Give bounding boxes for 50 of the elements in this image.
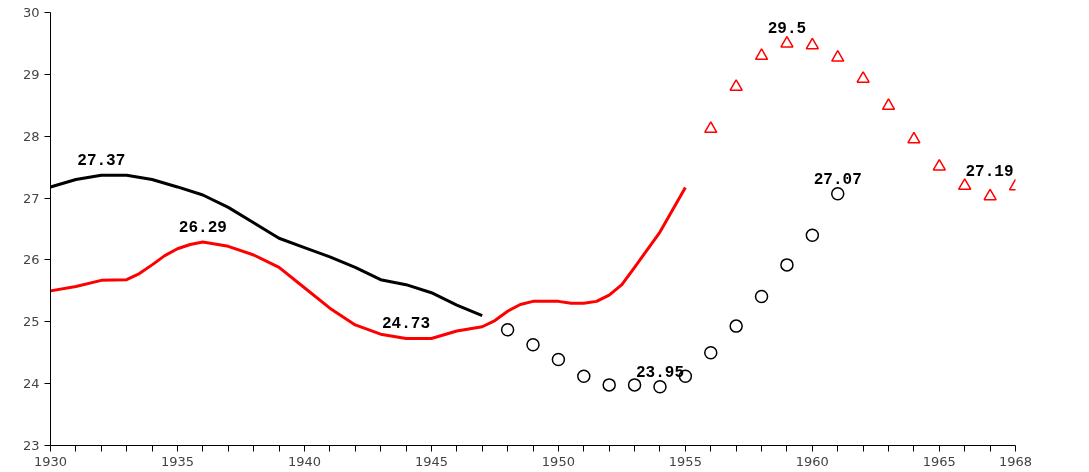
point bbox=[805, 37, 820, 50]
point bbox=[526, 337, 540, 352]
point bbox=[983, 188, 997, 201]
annotation: 23.95 bbox=[635, 363, 684, 382]
y-tick-label: 26 bbox=[22, 252, 40, 268]
point bbox=[704, 121, 718, 134]
point bbox=[577, 369, 591, 383]
point bbox=[780, 35, 794, 48]
x-tick-label: 1968 bbox=[998, 453, 1033, 469]
y-tick-label: 30 bbox=[22, 5, 40, 20]
annotation: 24.73 bbox=[382, 315, 431, 334]
point bbox=[729, 79, 743, 91]
y-tick-label: 28 bbox=[22, 128, 40, 144]
point bbox=[500, 323, 515, 337]
x-tick-label: 1960 bbox=[795, 453, 829, 469]
y-tick-label: 27 bbox=[22, 190, 40, 206]
x-tick-label: 1935 bbox=[160, 453, 195, 469]
point bbox=[830, 49, 845, 62]
x-tick-label: 1965 bbox=[922, 453, 956, 469]
annotation: 27.19 bbox=[965, 163, 1014, 182]
x-tick-label: 1955 bbox=[668, 453, 702, 469]
x-tick-label: 1950 bbox=[541, 453, 575, 469]
annotation: 27.37 bbox=[77, 152, 126, 171]
point bbox=[704, 345, 718, 360]
annotation: 27.07 bbox=[813, 170, 862, 189]
y-tick-label: 29 bbox=[22, 66, 40, 82]
point bbox=[729, 319, 743, 333]
x-tick-label: 1930 bbox=[33, 453, 68, 469]
point bbox=[881, 98, 896, 111]
annotation: 26.29 bbox=[178, 218, 227, 237]
point bbox=[653, 380, 667, 394]
point bbox=[780, 258, 794, 272]
annotation: 29.5 bbox=[767, 20, 807, 39]
y-tick-label: 24 bbox=[22, 376, 40, 392]
x-tick-label: 1945 bbox=[414, 453, 448, 469]
point bbox=[957, 178, 972, 190]
point bbox=[551, 352, 566, 367]
y-tick-label: 25 bbox=[22, 314, 40, 330]
point bbox=[627, 378, 642, 392]
point bbox=[602, 378, 616, 392]
point bbox=[754, 48, 769, 61]
x-tick-label: 1940 bbox=[287, 453, 321, 469]
y-tick-label: 23 bbox=[22, 438, 40, 453]
point bbox=[907, 131, 921, 144]
point bbox=[856, 71, 870, 83]
point bbox=[932, 158, 947, 171]
point bbox=[805, 228, 820, 242]
line-series bbox=[50, 186, 687, 340]
point bbox=[830, 187, 845, 201]
point bbox=[754, 289, 769, 304]
